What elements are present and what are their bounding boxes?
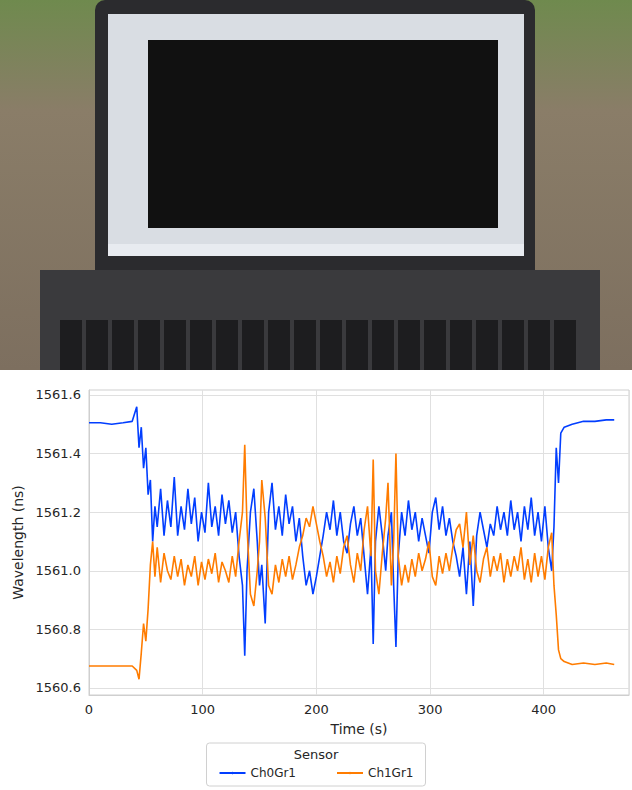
svg-text:1561.0: 1561.0	[36, 563, 82, 578]
svg-text:300: 300	[418, 702, 443, 717]
svg-text:400: 400	[531, 702, 556, 717]
svg-text:1561.2: 1561.2	[36, 505, 82, 520]
svg-text:0: 0	[85, 702, 93, 717]
svg-text:100: 100	[190, 702, 215, 717]
svg-text:1560.8: 1560.8	[36, 622, 82, 637]
svg-text:1560.6: 1560.6	[36, 680, 82, 695]
svg-text:1561.4: 1561.4	[36, 446, 82, 461]
svg-text:Time (s): Time (s)	[330, 721, 388, 737]
svg-text:1561.6: 1561.6	[36, 387, 82, 402]
svg-text:200: 200	[304, 702, 329, 717]
svg-text:Ch1Gr1: Ch1Gr1	[368, 766, 414, 780]
svg-text:Wavelength (ns): Wavelength (ns)	[10, 485, 26, 600]
svg-text:Ch0Gr1: Ch0Gr1	[251, 766, 297, 780]
